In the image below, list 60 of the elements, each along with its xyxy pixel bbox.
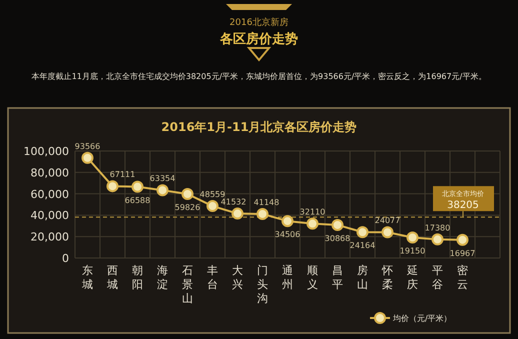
x-tick-label: 石景山 [182,264,193,305]
x-tick-label: 海淀 [157,264,168,291]
x-tick-label: 平谷 [432,264,443,291]
legend-label: 均价（元/平米） [392,314,452,323]
x-tick-label: 延庆 [406,264,418,291]
x-tick-label: 怀柔 [381,264,393,291]
data-label: 34506 [274,230,300,240]
data-label: 32110 [300,208,326,217]
data-label: 93566 [74,142,100,151]
text: 各区房价走势 [219,31,298,47]
point [456,234,468,246]
data-label: 24164 [350,241,376,250]
text: 本年度截止11月底，北京全市住宅成交均价38205元/平米，东城均价居首位，为93566元/平米，密云反之，为16967元/平米。 [32,72,486,81]
point [282,215,294,228]
x-tick-label: 房山 [357,264,368,291]
data-label: 30868 [324,234,350,243]
point [156,184,168,196]
data-label: 19150 [400,246,426,256]
point [82,152,94,164]
data-label: 41532 [220,198,246,207]
x-tick-label: 通州 [282,264,293,291]
y-tick-label: 60,000 [30,188,69,201]
x-tick-label: 东城 [81,264,93,291]
text: 2016北京新房 [230,17,288,28]
point [256,208,268,220]
data-label: 48559 [200,190,226,200]
point [332,218,344,231]
y-tick-label: 100,000 [24,145,69,158]
data-label: 16967 [450,248,476,258]
point [206,200,218,212]
x-tick-label: 大兴 [232,264,243,291]
point [406,232,418,244]
chart-title: 2016年1月-11月北京各区房价走势 [161,120,357,134]
y-tick-label: 40,000 [30,209,69,222]
data-label: 66588 [124,196,150,205]
point [106,180,118,192]
x-tick-label: 密云 [457,264,468,291]
x-tick-label: 朝阳 [132,264,143,291]
y-tick-label: 20,000 [30,230,69,244]
data-label: 67111 [110,170,136,180]
data-label: 24077 [374,216,400,226]
point [132,180,144,193]
data-label: 63354 [150,174,176,184]
point [432,233,444,246]
x-tick-label: 昌平 [332,264,343,291]
data-label: 59826 [174,202,200,212]
annotation: 38205 [447,200,479,212]
point [232,208,244,220]
y-tick-label: 80,000 [30,166,69,180]
data-label: 41148 [254,198,280,207]
point [382,226,394,238]
x-tick-label: 顺义 [307,264,318,291]
x-tick-label: 门头沟 [257,264,268,305]
point [306,218,318,230]
data-label: 17380 [424,223,450,232]
y-tick-label: 0 [62,252,69,265]
x-tick-label: 丰台 [207,264,218,291]
x-tick-label: 西城 [106,264,118,291]
point [356,226,368,238]
point [182,188,194,200]
